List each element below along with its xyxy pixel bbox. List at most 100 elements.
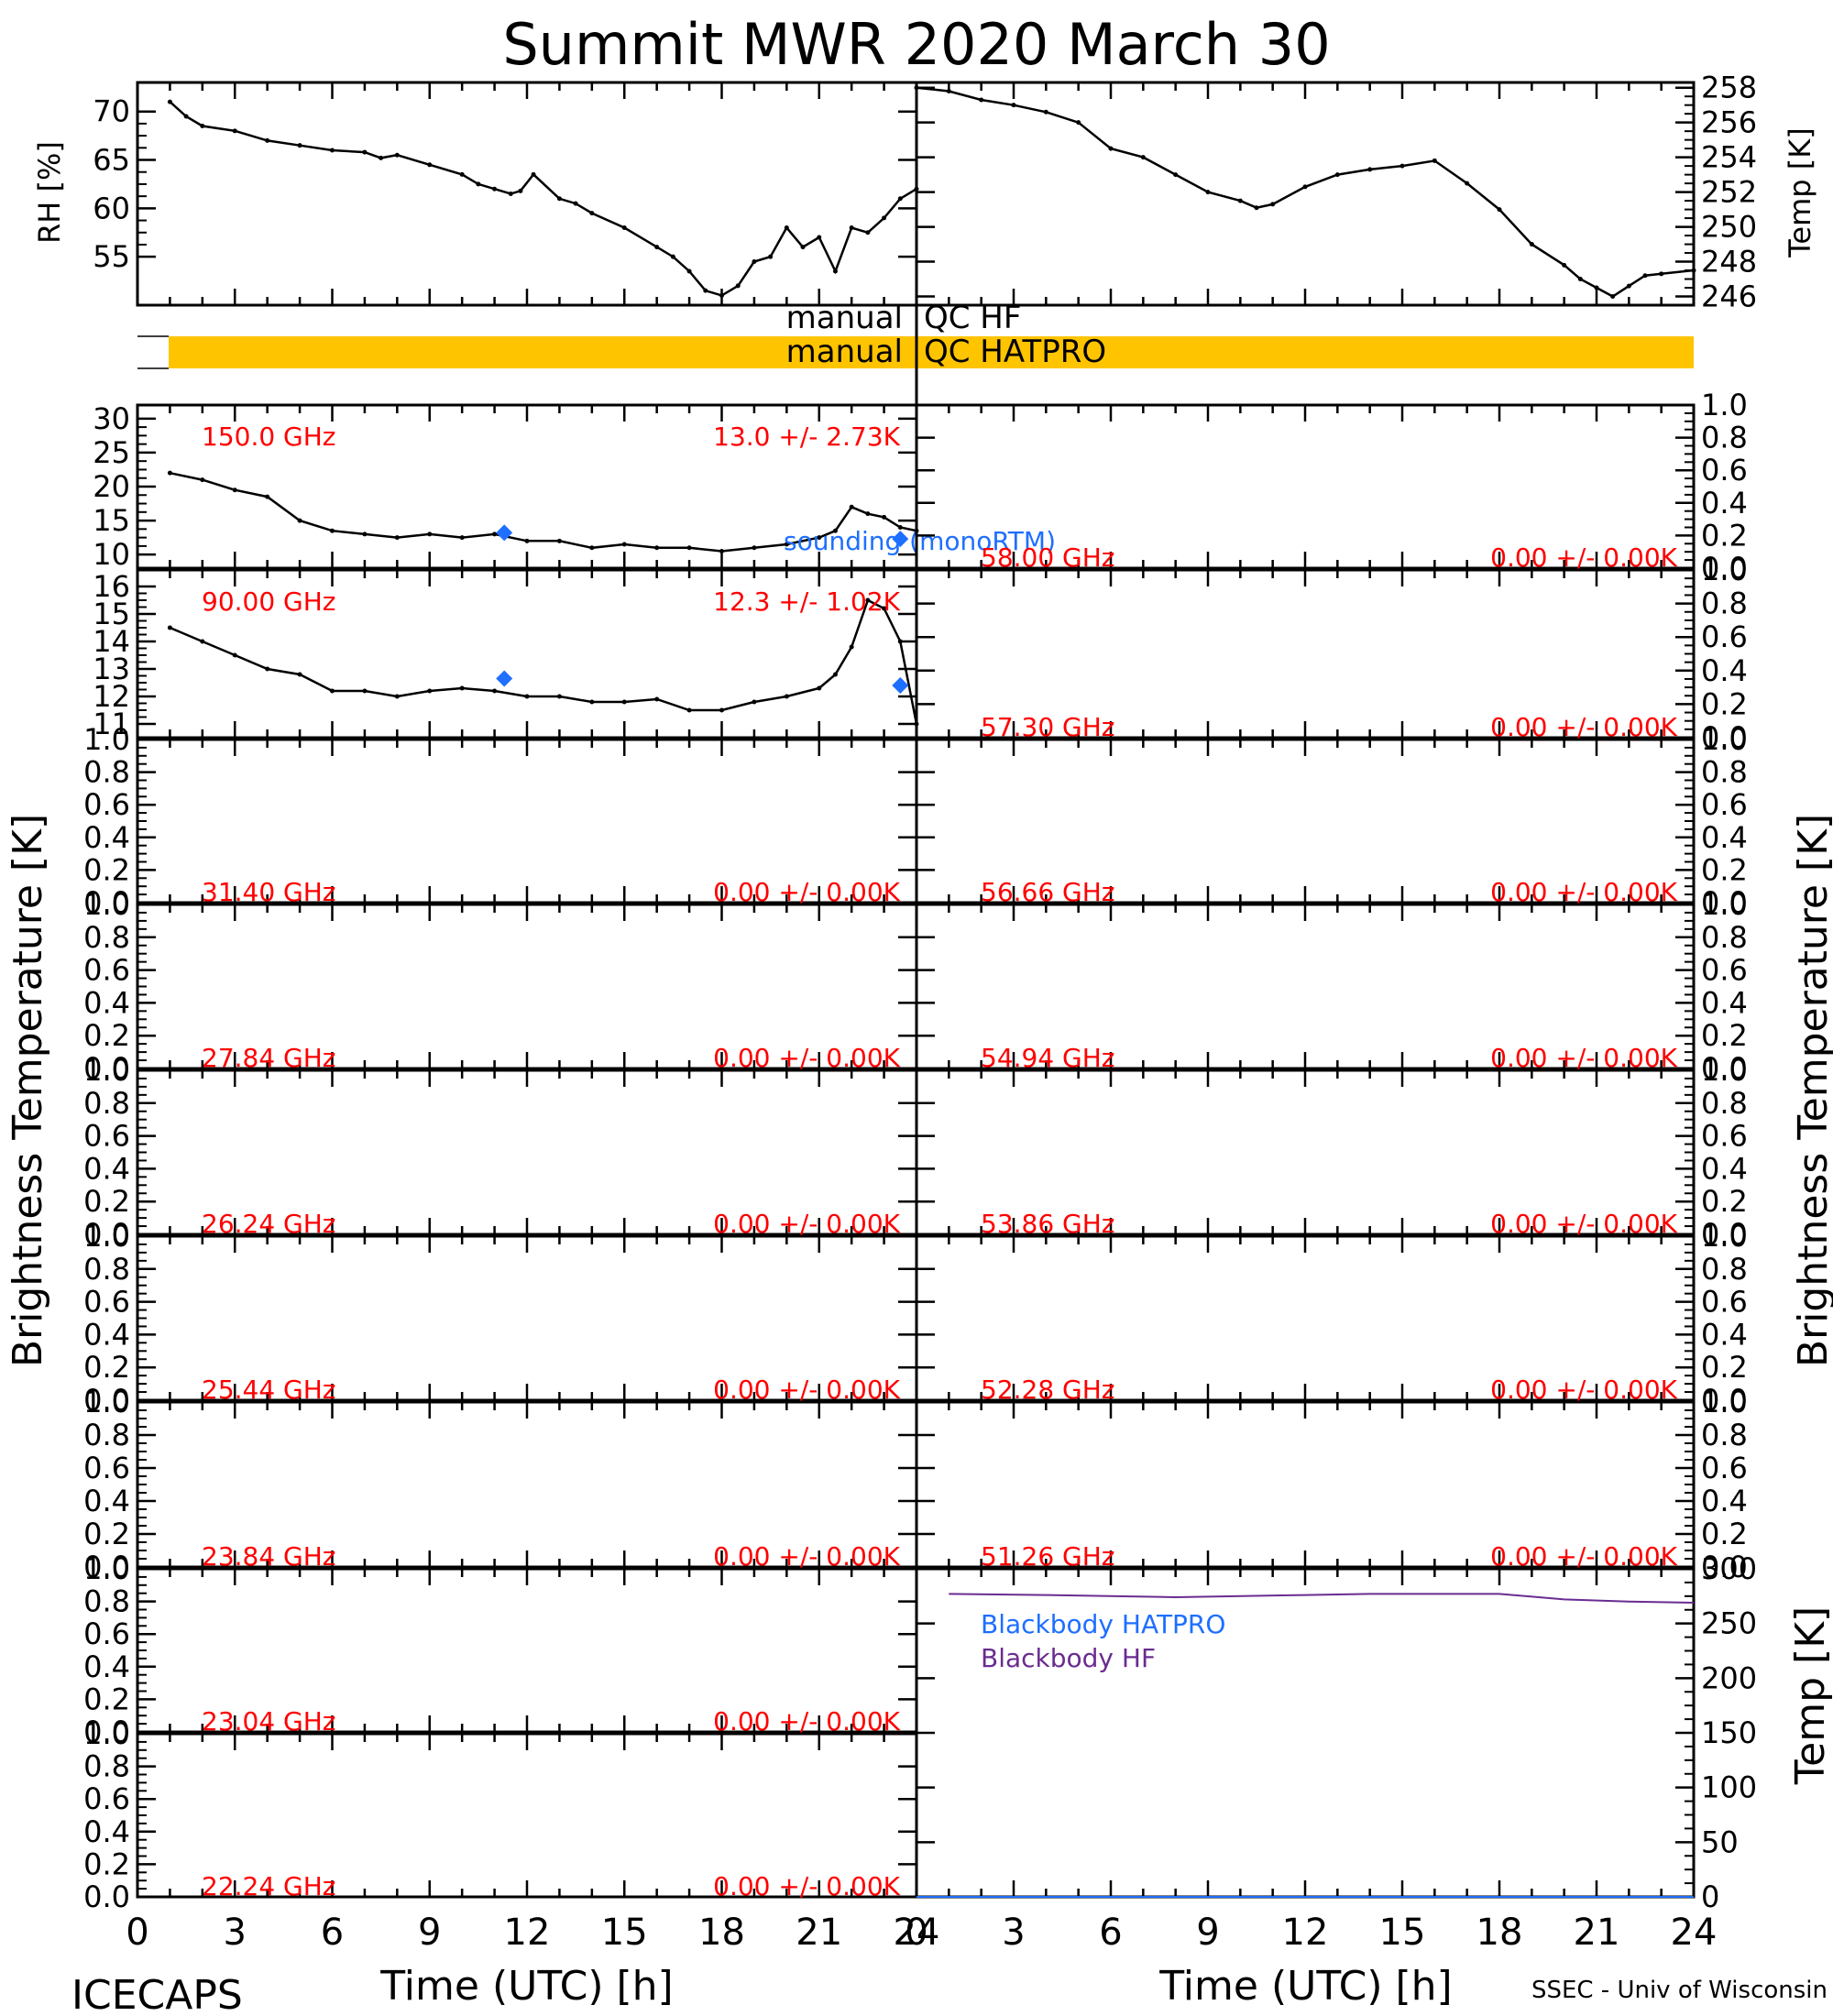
data-point <box>882 215 887 221</box>
y-tick-label: 0.4 <box>83 1151 130 1186</box>
y-tick-label: 0.8 <box>83 1252 130 1287</box>
freq-label-ch5494: 54.94 GHz <box>981 1043 1115 1073</box>
y-tick-label: 0.2 <box>1701 1517 1748 1551</box>
data-point <box>232 488 237 493</box>
y-tick-label: 248 <box>1701 245 1757 279</box>
freq-label-ch90: 90.00 GHz <box>202 586 336 617</box>
xlabel-right: Time (UTC) [h] <box>1158 1963 1452 2010</box>
y-tick-label: 0.6 <box>1701 1285 1748 1320</box>
data-point <box>1302 184 1308 190</box>
y-tick-label: 1.0 <box>83 1385 130 1419</box>
y-tick-label: 0.4 <box>83 1649 130 1684</box>
series-line-rh-0 <box>169 101 917 297</box>
data-point <box>654 245 660 250</box>
y-tick-label: 0.8 <box>83 1584 130 1619</box>
data-point <box>865 230 871 236</box>
y-tick-label: 0.6 <box>83 1119 130 1154</box>
data-point <box>362 531 368 537</box>
data-point <box>330 688 335 694</box>
x-tick-label: 24 <box>1671 1912 1718 1954</box>
data-point <box>800 245 806 250</box>
rh-label: RH [%] <box>32 141 67 244</box>
y-tick-label: 0.6 <box>83 1616 130 1651</box>
y-tick-label: 0.0 <box>83 1550 130 1584</box>
data-point <box>1173 172 1179 178</box>
series-line-blackbody-0 <box>949 1593 1695 1604</box>
panel-ch5228: 0.00.20.40.60.81.052.28 GHz 0.00 +/- 0.00… <box>915 1219 1748 1418</box>
data-point <box>524 538 530 543</box>
x-tick-label: 21 <box>796 1912 842 1954</box>
y-tick-label: 15 <box>93 597 130 631</box>
data-point <box>459 535 465 541</box>
y-tick-label: 0.4 <box>1701 486 1748 520</box>
data-point <box>817 685 822 691</box>
bb-temp-label: Temp [K] <box>1787 1606 1833 1785</box>
stat-label-ch5666: 0.00 +/- 0.00K <box>1490 877 1677 907</box>
data-point <box>1577 277 1583 282</box>
data-point <box>265 666 270 672</box>
data-point <box>703 288 708 293</box>
data-point <box>200 477 205 483</box>
y-tick-label: 0.4 <box>83 1814 130 1849</box>
y-tick-label: 100 <box>1701 1770 1757 1805</box>
data-point <box>232 652 237 658</box>
y-tick-label: 0.2 <box>83 852 130 887</box>
y-tick-label: 0.2 <box>83 1517 130 1551</box>
freq-label-ch2544: 25.44 GHz <box>202 1375 336 1405</box>
stat-label-ch2224: 0.00 +/- 0.00K <box>713 1871 900 1901</box>
y-tick-label: 0.0 <box>1701 885 1748 920</box>
data-point <box>492 186 498 192</box>
x-tick-label: 24 <box>894 1912 940 1954</box>
data-point <box>621 542 627 547</box>
y-tick-label: 50 <box>1701 1824 1739 1859</box>
stat-label-ch2624: 0.00 +/- 0.00K <box>713 1209 900 1239</box>
y-tick-label: 0.2 <box>83 1184 130 1219</box>
data-point <box>297 143 302 148</box>
data-point <box>897 196 903 202</box>
data-point <box>427 531 433 537</box>
data-point <box>589 211 595 216</box>
y-tick-label: 0.0 <box>1701 1051 1748 1086</box>
y-tick-label: 0.8 <box>83 755 130 790</box>
data-point <box>459 171 465 177</box>
freq-label-ch58: 58.00 GHz <box>981 542 1115 573</box>
data-point <box>1076 120 1081 126</box>
freq-label-ch150: 150.0 GHz <box>202 422 336 452</box>
x-tick-label-junction: 0 <box>905 1912 927 1954</box>
y-tick-label: 0.2 <box>1701 1350 1748 1385</box>
data-point <box>330 528 335 533</box>
panel-ch5494: 0.00.20.40.60.81.054.94 GHz 0.00 +/- 0.00… <box>915 887 1748 1086</box>
data-point <box>167 625 172 630</box>
panel-ch2544: 0.00.20.40.60.81.025.44 GHz 0.00 +/- 0.00… <box>83 1219 918 1418</box>
y-tick-label: 0.4 <box>83 1484 130 1518</box>
x-tick-label: 0 <box>126 1912 148 1954</box>
y-tick-label: 0.4 <box>1701 1151 1748 1186</box>
y-tick-label: 250 <box>1701 210 1757 245</box>
panel-ch2384: 0.00.20.40.60.81.023.84 GHz 0.00 +/- 0.00… <box>83 1385 918 1584</box>
y-tick-label: 0.2 <box>1701 1184 1748 1219</box>
data-point <box>865 597 871 603</box>
panel-ch58: 0.00.20.40.60.81.058.00 GHz 0.00 +/- 0.00… <box>915 388 1748 586</box>
data-point <box>946 88 951 93</box>
data-point <box>768 254 774 259</box>
data-point <box>200 124 205 129</box>
data-point <box>1237 198 1243 203</box>
data-point <box>531 171 536 177</box>
x-tick-label: 12 <box>504 1912 551 1954</box>
x-tick-label: 15 <box>601 1912 648 1954</box>
data-point <box>849 504 854 509</box>
y-tick-label: 254 <box>1701 140 1757 175</box>
sounding-marker <box>496 524 513 542</box>
data-point <box>719 707 724 713</box>
data-point <box>1011 103 1016 108</box>
freq-label-ch2224: 22.24 GHz <box>202 1871 336 1901</box>
y-tick-label: 70 <box>93 94 130 129</box>
y-tick-label: 14 <box>93 624 130 659</box>
y-tick-label: 1.0 <box>83 1219 130 1254</box>
data-point <box>362 688 368 694</box>
data-point <box>654 545 660 551</box>
y-tick-label: 1.0 <box>1701 1385 1748 1419</box>
data-point <box>1367 167 1373 172</box>
data-point <box>1270 202 1276 207</box>
y-tick-label: 300 <box>1701 1551 1757 1586</box>
